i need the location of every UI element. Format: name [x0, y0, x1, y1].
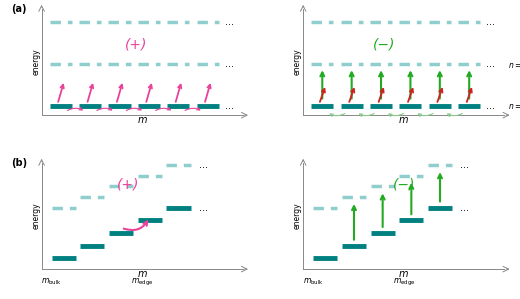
- X-axis label: $m$: $m$: [137, 115, 148, 125]
- X-axis label: $m$: $m$: [137, 269, 148, 279]
- Text: $n=1$: $n=1$: [509, 59, 520, 70]
- Text: $m_{\rm bulk}$: $m_{\rm bulk}$: [41, 277, 62, 287]
- Text: $m_{\rm edge}$: $m_{\rm edge}$: [393, 277, 415, 289]
- Y-axis label: energy: energy: [31, 203, 40, 229]
- Text: (b): (b): [11, 158, 28, 168]
- Text: ...: ...: [460, 202, 469, 213]
- Y-axis label: energy: energy: [293, 203, 302, 229]
- Text: $m_{\rm edge}$: $m_{\rm edge}$: [131, 277, 153, 289]
- X-axis label: $m$: $m$: [398, 115, 409, 125]
- Text: $m_{\rm bulk}$: $m_{\rm bulk}$: [303, 277, 323, 287]
- Y-axis label: energy: energy: [31, 49, 40, 75]
- Text: (−): (−): [393, 177, 415, 191]
- Text: ...: ...: [460, 160, 469, 170]
- Text: ...: ...: [486, 100, 495, 111]
- Text: ...: ...: [225, 100, 233, 111]
- Text: $n=0$: $n=0$: [509, 100, 520, 111]
- Text: ...: ...: [225, 17, 233, 27]
- Text: ...: ...: [486, 17, 495, 27]
- X-axis label: $m$: $m$: [398, 269, 409, 279]
- Text: ...: ...: [486, 59, 495, 69]
- Text: (+): (+): [125, 37, 147, 51]
- Text: ...: ...: [199, 202, 207, 213]
- Text: (+): (+): [117, 177, 139, 191]
- Text: ...: ...: [225, 59, 233, 69]
- Text: ...: ...: [199, 160, 207, 170]
- Text: (−): (−): [372, 37, 395, 51]
- Y-axis label: energy: energy: [293, 49, 302, 75]
- Text: (a): (a): [11, 4, 27, 14]
